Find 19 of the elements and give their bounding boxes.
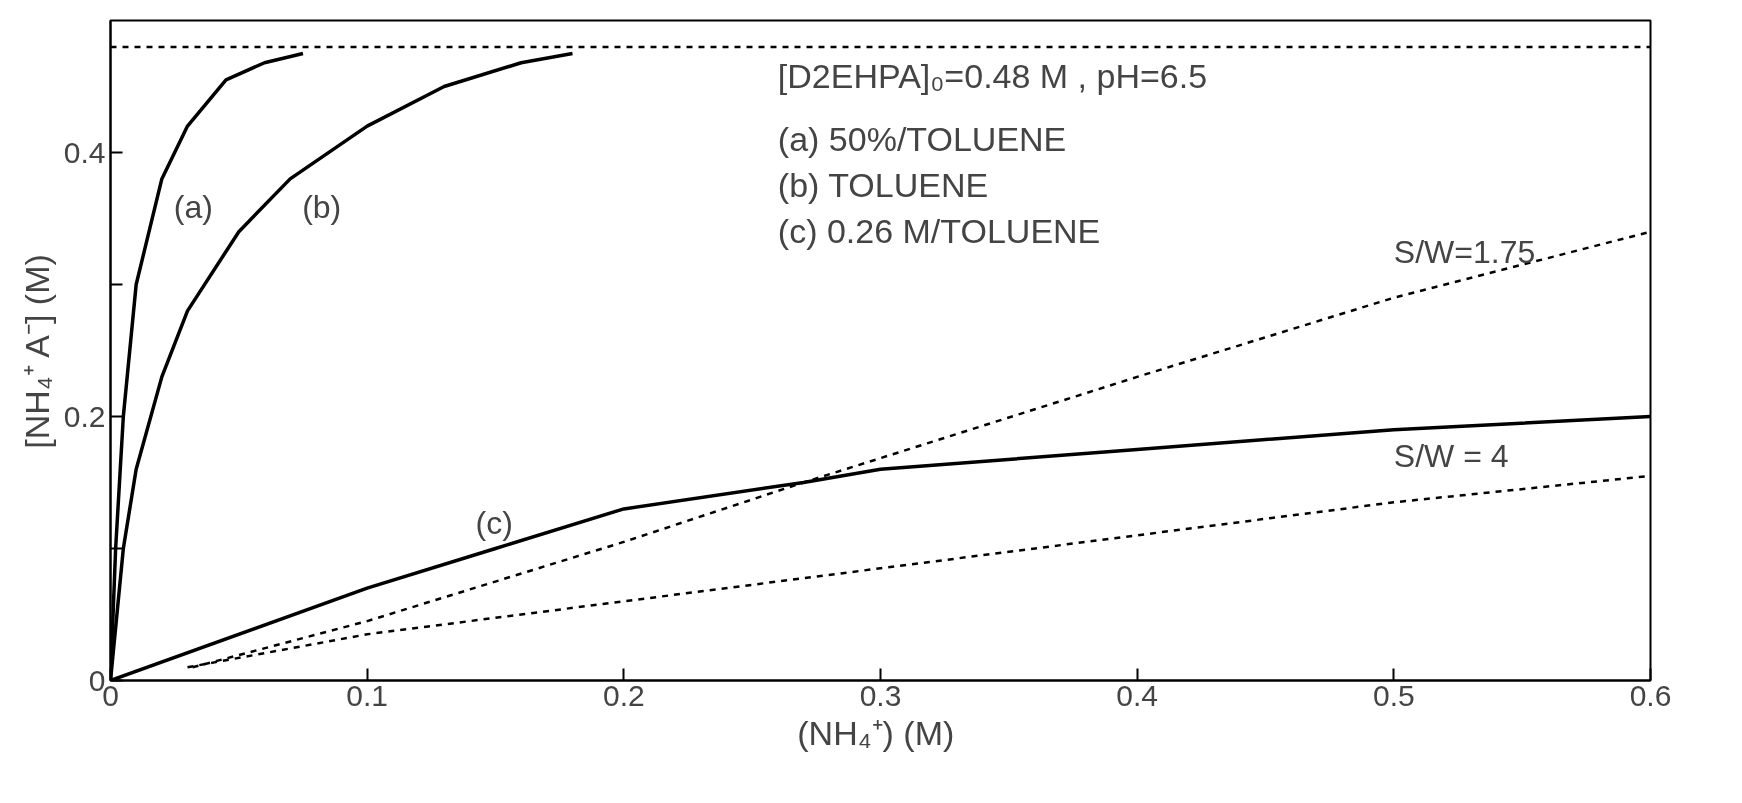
- x-tick-label: 0.2: [602, 678, 645, 712]
- annotation: (c) 0.26 M/TOLUENE: [777, 212, 1101, 251]
- series-label: (c): [475, 504, 513, 541]
- x-tick-label: 0.5: [1372, 678, 1415, 712]
- y-tick-label: 0.2: [63, 399, 106, 433]
- x-tick-label: 0.6: [1629, 678, 1672, 712]
- series-label: S/W = 4: [1393, 438, 1509, 475]
- annotation: (a) 50%/TOLUENE: [777, 120, 1067, 159]
- x-tick-label: 0.1: [346, 678, 389, 712]
- y-tick-label: 0.4: [63, 135, 106, 169]
- series-label: S/W=1.75: [1393, 233, 1536, 270]
- series-label: (b): [302, 188, 342, 225]
- x-tick-label: 0.3: [859, 678, 902, 712]
- x-axis-title: (NH₄⁺) (M): [797, 713, 955, 752]
- ref-line-label: [D2EHPA]₀=0.48 M , pH=6.5: [777, 56, 1208, 95]
- x-tick-label: 0.4: [1116, 678, 1159, 712]
- series-label: (a): [173, 188, 213, 225]
- y-axis-title: [NH₄⁺ A⁻] (M): [17, 254, 56, 449]
- annotation: (b) TOLUENE: [777, 166, 989, 205]
